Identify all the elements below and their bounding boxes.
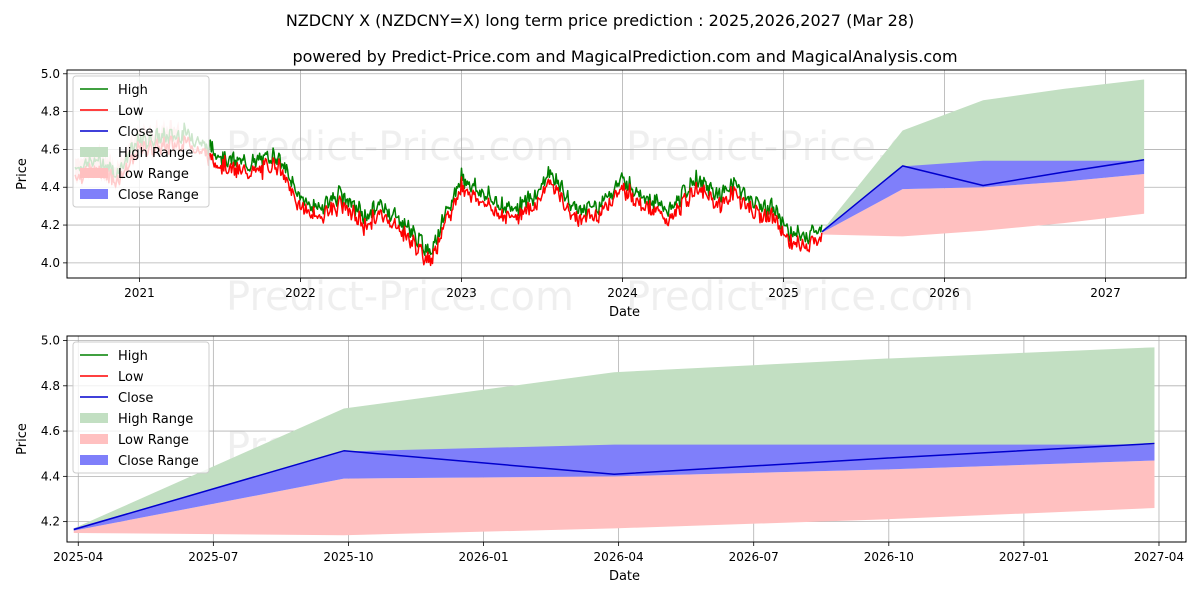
- x-tick-label: 2026-04: [594, 550, 644, 564]
- y-tick-label: 5.0: [41, 67, 60, 81]
- low_range-legend-swatch: [80, 168, 108, 178]
- bottom-chart-panel: Predict-Price.comPredict-Price.com2025-0…: [15, 334, 1187, 584]
- x-tick-label: 2023: [446, 286, 477, 300]
- high-range-band: [822, 79, 1145, 233]
- top-chart-panel: Predict-Price.com Predict-Price.com Predic…: [15, 67, 1187, 320]
- low_range-legend-label: Low Range: [118, 433, 189, 448]
- close-range-band: [73, 444, 1155, 531]
- axes-frame: [66, 69, 1187, 279]
- watermark: Predict-Price.com: [226, 124, 574, 170]
- x-tick-label: 2025-04: [53, 550, 103, 564]
- high_range-legend-swatch: [80, 147, 108, 157]
- low-range-band: [73, 460, 1155, 536]
- high_range-legend-swatch: [80, 413, 108, 423]
- x-axis-label: Date: [609, 305, 640, 320]
- chart-title: NZDCNY X (NZDCNY=X) long term price pred…: [286, 11, 914, 30]
- x-axis-label: Date: [609, 569, 640, 584]
- close_range-legend-swatch: [80, 455, 108, 465]
- y-tick-label: 4.4: [41, 180, 60, 194]
- close_range-legend-label: Close Range: [118, 454, 199, 469]
- high_range-legend-label: High Range: [118, 146, 193, 161]
- low-legend-label: Low: [118, 370, 144, 385]
- close-line: [73, 442, 1155, 531]
- x-tick-label: 2026: [929, 286, 960, 300]
- x-tick-label: 2022: [285, 286, 316, 300]
- x-tick-label: 2026-01: [458, 550, 508, 564]
- y-tick-label: 4.4: [41, 469, 60, 483]
- low_range-legend-label: Low Range: [118, 167, 189, 182]
- y-axis-label: Price: [15, 158, 30, 190]
- close-legend-label: Close: [118, 125, 153, 140]
- high-range-band: [73, 347, 1155, 531]
- watermark: Predict-Price.com: [226, 274, 574, 320]
- plot-area: [73, 347, 1155, 536]
- watermark: Predict-Price.com: [626, 274, 974, 320]
- low-legend-label: Low: [118, 104, 144, 119]
- y-tick-label: 4.2: [41, 218, 60, 232]
- x-tick-label: 2024: [607, 286, 638, 300]
- close-line: [821, 159, 1145, 233]
- x-tick-label: 2025-10: [323, 550, 373, 564]
- plot-area: [74, 79, 1145, 267]
- y-tick-label: 4.6: [41, 142, 60, 156]
- low-range-band: [822, 174, 1145, 237]
- close_range-legend-swatch: [80, 189, 108, 199]
- high-legend-label: High: [118, 349, 148, 364]
- x-tick-label: 2026-10: [864, 550, 914, 564]
- legend: High Low Close High Range Low Range Close Ran…: [72, 341, 210, 474]
- axes-frame: [66, 335, 1187, 543]
- close_range-legend-label: Close Range: [118, 188, 199, 203]
- x-tick-label: 2026-07: [729, 550, 779, 564]
- x-tick-label: 2027-04: [1134, 550, 1184, 564]
- x-tick-label: 2021: [124, 286, 155, 300]
- chart-subtitle: powered by Predict-Price.com and Magical…: [292, 47, 957, 66]
- x-tick-label: 2025-07: [188, 550, 238, 564]
- x-tick-label: 2027-01: [999, 550, 1049, 564]
- x-tick-label: 2027: [1090, 286, 1121, 300]
- high-legend-label: High: [118, 83, 148, 98]
- close-range-band: [822, 160, 1145, 233]
- y-tick-label: 4.6: [41, 424, 60, 438]
- y-tick-label: 5.0: [41, 334, 60, 348]
- y-tick-label: 4.8: [41, 379, 60, 393]
- close-legend-label: Close: [118, 391, 153, 406]
- legend: High Low Close High Range Low Range Close Ran…: [72, 75, 210, 208]
- low_range-legend-swatch: [80, 434, 108, 444]
- high_range-legend-label: High Range: [118, 412, 193, 427]
- x-tick-label: 2025: [768, 286, 799, 300]
- y-tick-label: 4.8: [41, 105, 60, 119]
- y-axis-label: Price: [15, 423, 30, 455]
- y-tick-label: 4.2: [41, 515, 60, 529]
- y-tick-label: 4.0: [41, 256, 60, 270]
